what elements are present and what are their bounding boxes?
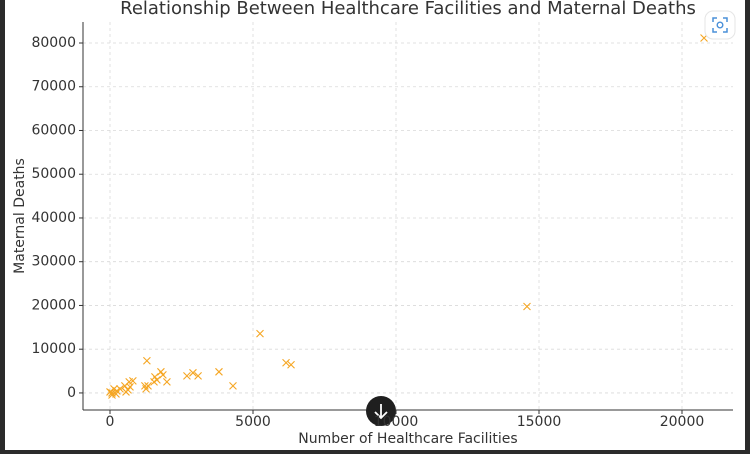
- scatter-point: [122, 388, 130, 396]
- x-tick-label: 20000: [660, 414, 705, 430]
- x-tick-label: 0: [106, 414, 115, 430]
- x-axis-label: Number of Healthcare Facilities: [298, 431, 517, 447]
- grid: [83, 22, 733, 410]
- button-box[interactable]: [704, 10, 736, 40]
- expand-button[interactable]: [704, 10, 736, 40]
- chart-title: Relationship Between Healthcare Faciliti…: [120, 0, 696, 19]
- scatter-point: [183, 371, 191, 380]
- x-tick-label: 15000: [517, 414, 562, 430]
- scatter-point: [112, 390, 120, 398]
- y-tick-label: 60000: [31, 122, 76, 138]
- scatter-point: [116, 385, 124, 393]
- scroll-down-button[interactable]: [366, 396, 396, 426]
- y-tick-label: 20000: [31, 297, 76, 313]
- scatter-point: [159, 370, 167, 379]
- marks: [106, 34, 708, 399]
- x-tick-label: 10000: [374, 414, 419, 430]
- y-tick-label: 70000: [31, 79, 76, 95]
- scatter-point: [287, 360, 295, 369]
- scatter-point: [150, 377, 158, 386]
- scatter-point: [256, 329, 264, 338]
- y-axis-label: Maternal Deaths: [12, 158, 28, 274]
- scatter-point: [120, 382, 129, 390]
- scatter-point: [163, 377, 171, 386]
- expand-icon: [712, 17, 728, 33]
- expand-icon-center: [716, 21, 724, 29]
- scatter-point: [523, 302, 531, 311]
- y-tick-label: 80000: [31, 35, 76, 51]
- scatter-point: [189, 368, 197, 377]
- scatter-point: [229, 382, 237, 390]
- y-tick-label: 0: [67, 385, 76, 401]
- scatter-point: [194, 371, 202, 380]
- scatter-point: [142, 385, 150, 393]
- x-tick-label: 5000: [235, 414, 271, 430]
- scatter-point: [110, 385, 118, 393]
- scatter-point: [282, 358, 290, 367]
- chart-background: [5, 0, 745, 450]
- scatter-point: [215, 367, 223, 376]
- y-tick-label: 10000: [31, 341, 76, 357]
- y-tick-label: 40000: [31, 210, 76, 226]
- scatter-point: [143, 356, 151, 365]
- arrow-icon: [374, 404, 388, 420]
- y-tick-label: 50000: [31, 166, 76, 182]
- y-tick-label: 30000: [31, 254, 76, 270]
